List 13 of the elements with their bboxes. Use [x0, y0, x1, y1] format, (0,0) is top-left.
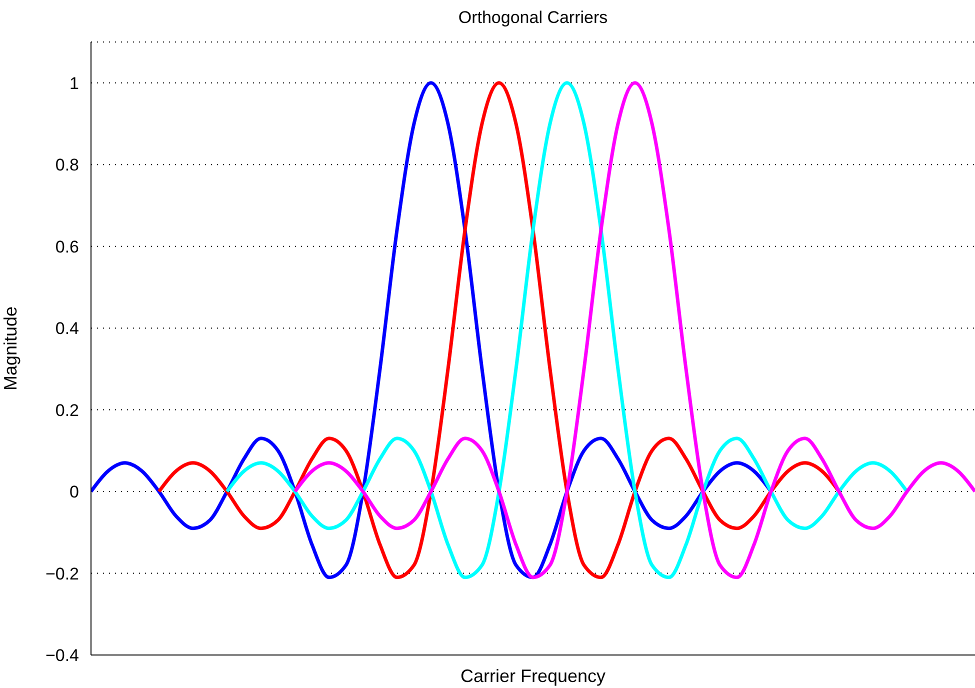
y-tick-label: 0.2 — [55, 400, 79, 420]
y-axis-title: Magnitude — [0, 306, 20, 391]
y-tick-label: −0.2 — [45, 564, 79, 584]
x-axis-title: Carrier Frequency — [460, 666, 606, 686]
chart-title: Orthogonal Carriers — [457, 8, 609, 28]
line-series — [293, 81, 975, 580]
y-tick-label: 0.8 — [55, 156, 79, 175]
y-tick-label: 0.4 — [55, 319, 79, 338]
y-tick-label: 0.6 — [55, 237, 79, 256]
y-tick-label: −0.4 — [45, 646, 79, 666]
y-tick-label: 1 — [70, 74, 79, 93]
y-tick-label: 0 — [70, 482, 79, 502]
line-series — [225, 81, 909, 580]
